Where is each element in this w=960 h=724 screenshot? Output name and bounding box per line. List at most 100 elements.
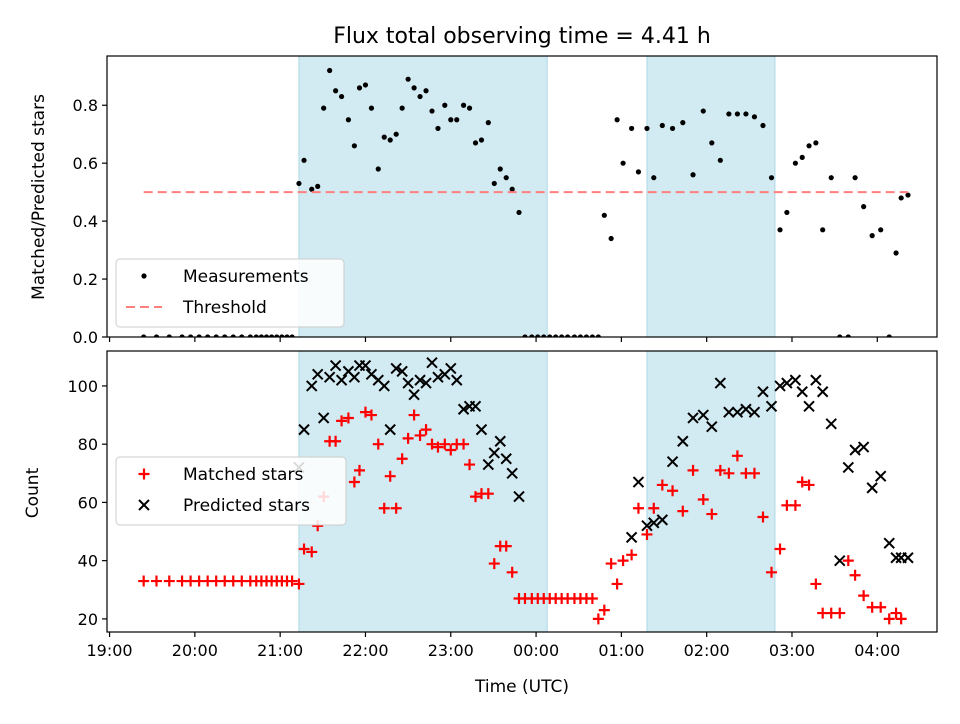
bottom-panel-predicted-point xyxy=(866,482,878,494)
bottom-panel-matched-point xyxy=(348,476,360,488)
top-panel-legend-box xyxy=(115,258,345,328)
top-panel-measurement-point xyxy=(595,334,601,337)
top-panel-measurement-point xyxy=(535,334,541,337)
bottom-panel-matched-point xyxy=(488,558,500,570)
top-panel-measurement-point xyxy=(777,227,783,233)
top-panel-measurement-point xyxy=(393,131,399,137)
top-panel-measurement-point xyxy=(362,82,369,88)
top-panel-measurement-point xyxy=(601,212,607,218)
bottom-panel-predicted-point xyxy=(765,400,778,413)
bottom-panel-matched-point xyxy=(396,453,408,465)
bottom-panel-predicted-point xyxy=(469,400,482,413)
bottom-panel-matched-point xyxy=(796,476,808,488)
top-panel-measurement-point xyxy=(680,120,686,126)
bottom-panel-shaded-interval xyxy=(646,350,776,633)
top-panel-y-tick-label: 0.8 xyxy=(73,96,98,115)
bottom-panel-predicted-point xyxy=(625,531,638,544)
bottom-panel-y-tick-label: 20 xyxy=(78,610,98,629)
bottom-panel-matched-point xyxy=(895,613,907,625)
bottom-panel-predicted-point xyxy=(803,400,815,413)
bottom-panel-matched-point xyxy=(390,502,402,514)
top-panel-measurement-point xyxy=(893,250,899,256)
top-panel-measurement-point xyxy=(213,334,219,337)
top-panel-measurement-point xyxy=(258,334,264,337)
bottom-panel-predicted-point xyxy=(834,554,846,567)
bottom-panel-matched-point xyxy=(378,502,390,514)
top-panel-measurement-point xyxy=(878,227,884,233)
top-panel-measurement-point xyxy=(253,334,259,337)
bottom-panel-matched-point xyxy=(470,491,482,503)
bottom-panel-predicted-point xyxy=(513,490,525,503)
bottom-panel-predicted-point xyxy=(842,461,854,474)
top-panel-measurement-point xyxy=(583,334,590,337)
top-panel-measurement-point xyxy=(651,175,657,181)
bottom-panel-legend-matched-swatch xyxy=(138,468,150,480)
top-panel-measurement-point xyxy=(813,140,819,146)
top-panel-measurement-point xyxy=(327,67,333,74)
chart-title: Flux total observing time = 4.41 h xyxy=(333,24,711,49)
top-panel-measurement-point xyxy=(263,334,270,337)
bottom-panel-predicted-point xyxy=(475,423,488,436)
bottom-panel-matched-point xyxy=(774,543,786,555)
bottom-panel-predicted-point xyxy=(432,371,444,383)
top-panel-measurement-point xyxy=(289,334,295,337)
bottom-panel-predicted-point xyxy=(306,380,318,392)
bottom-panel-matched-point xyxy=(697,494,709,506)
top-panel-measurement-point xyxy=(411,85,417,91)
bottom-panel-matched-point xyxy=(875,601,887,613)
bottom-panel-predicted-point xyxy=(677,435,689,447)
top-panel-y-tick-label: 0.0 xyxy=(73,328,98,347)
top-panel-measurement-point xyxy=(869,233,875,239)
top-panel-measurement-point xyxy=(503,175,509,181)
bottom-panel-predicted-point xyxy=(757,386,769,398)
bottom-panel-predicted-point xyxy=(494,435,506,447)
top-panel-measurement-point xyxy=(659,122,665,129)
bottom-panel-matched-point xyxy=(648,502,660,514)
top-panel-measurement-point xyxy=(309,186,315,192)
top-panel-measurement-point xyxy=(820,227,826,233)
bottom-panel-matched-point xyxy=(617,555,629,567)
top-panel-measurement-point xyxy=(296,180,302,187)
top-panel-measurement-point xyxy=(565,334,571,337)
bottom-panel-predicted-point xyxy=(648,517,660,529)
bottom-panel-predicted-point xyxy=(390,362,402,375)
bottom-panel-legend-predicted-swatch xyxy=(138,499,150,511)
top-panel-measurement-point xyxy=(717,157,723,163)
bottom-panel-matched-point xyxy=(330,435,342,447)
bottom-panel-predicted-point xyxy=(874,470,887,482)
bottom-panel-predicted-point xyxy=(781,377,793,389)
top-panel-measurement-point xyxy=(529,334,535,337)
top-panel-legend-label: Measurements xyxy=(183,267,309,287)
top-panel-measurement-point xyxy=(726,111,732,117)
bottom-panel-predicted-point xyxy=(740,403,752,415)
bottom-panel-matched-point xyxy=(656,479,668,491)
bottom-panel-predicted-point xyxy=(402,377,414,389)
bottom-panel-predicted-point xyxy=(414,374,426,386)
top-panel-measurement-point xyxy=(472,140,479,146)
top-panel-measurement-point xyxy=(589,334,595,337)
bottom-panel-y-tick-label: 60 xyxy=(78,493,98,512)
bottom-panel-predicted-point xyxy=(298,423,310,436)
top-panel-measurement-point xyxy=(478,137,485,143)
top-panel-measurement-point xyxy=(768,175,775,181)
bottom-panel-y-axis-label: Count xyxy=(23,467,43,518)
bottom-panel-matched-point xyxy=(611,578,623,590)
bottom-panel-matched-point xyxy=(426,438,438,450)
top-panel-measurement-point xyxy=(828,175,834,181)
top-panel-measurement-point xyxy=(806,143,812,149)
x-tick-label: 01:00 xyxy=(598,641,644,660)
top-panel-measurement-point xyxy=(559,334,565,337)
top-panel-measurement-point xyxy=(541,334,547,337)
bottom-panel-matched-point xyxy=(723,467,735,479)
top-panel-measurement-point xyxy=(141,334,147,337)
top-panel-measurement-point xyxy=(239,334,245,337)
top-panel-measurement-point xyxy=(547,334,553,337)
top-panel-legend-measurement-swatch xyxy=(141,273,147,279)
bottom-panel-legend-label: Predicted stars xyxy=(183,496,310,516)
bottom-panel-predicted-point xyxy=(500,453,512,465)
top-panel-measurement-point xyxy=(792,160,798,166)
bottom-panel-predicted-point xyxy=(348,371,361,383)
bottom-panel-matched-point xyxy=(789,499,801,511)
top-panel-measurement-point xyxy=(852,175,858,181)
